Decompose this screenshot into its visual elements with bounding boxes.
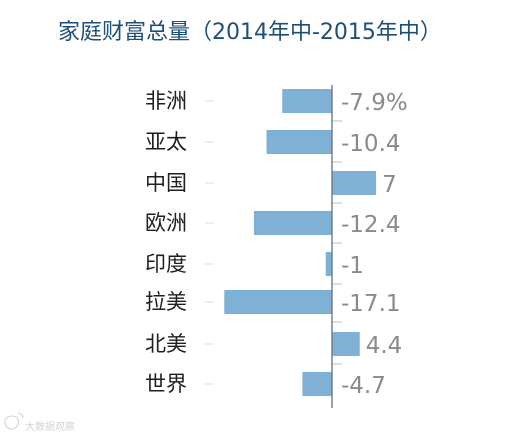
bar — [332, 332, 360, 356]
bar — [266, 130, 332, 154]
data-label: 7 — [382, 172, 397, 198]
data-label: -10.4 — [341, 131, 401, 157]
bar — [224, 290, 332, 314]
category-label: 非洲 — [145, 89, 187, 113]
bar — [302, 372, 332, 396]
watermark: 大数据观察 — [4, 412, 75, 433]
data-label: -4.7 — [341, 373, 386, 399]
category-label: 亚太 — [145, 130, 187, 154]
data-label: 4.4 — [366, 333, 403, 359]
category-label: 印度 — [145, 252, 187, 276]
bar — [325, 252, 332, 276]
category-label: 世界 — [145, 372, 187, 396]
weibo-icon — [4, 412, 24, 430]
chart-rows: 非洲 -7.9% 亚太 -10.4 中国 7 欧洲 -12.4 印度 -1 拉美 -17.1 北美 4.4… — [145, 89, 408, 399]
bar — [332, 171, 377, 195]
category-label: 中国 — [145, 171, 187, 195]
bar — [282, 89, 332, 113]
watermark-text: 大数据观察 — [25, 420, 75, 433]
data-label: -17.1 — [341, 291, 401, 317]
data-label: -1 — [341, 253, 364, 279]
chart-title: 家庭财富总量（2014年中-2015年中） — [58, 20, 442, 45]
bar — [253, 211, 332, 235]
category-label: 欧洲 — [145, 211, 187, 235]
category-label: 拉美 — [145, 290, 187, 314]
data-label: -7.9% — [341, 90, 408, 116]
category-label: 北美 — [145, 332, 187, 356]
data-label: -12.4 — [341, 212, 401, 238]
